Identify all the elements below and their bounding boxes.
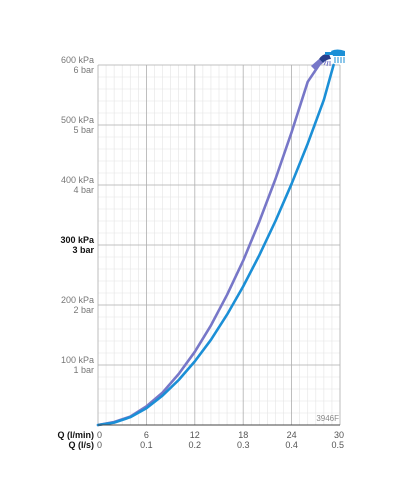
y-tick-label-kpa: 500 kPa bbox=[61, 115, 94, 125]
x-tick-label-lmin: 30 bbox=[334, 430, 344, 440]
x-tick-label-lmin: 24 bbox=[287, 430, 297, 440]
x-tick-label-ls: 0.2 bbox=[189, 440, 202, 450]
x-tick-label-ls: 0 bbox=[97, 440, 102, 450]
x-tick-label-lmin: 6 bbox=[144, 430, 149, 440]
x-tick-label-lmin: 18 bbox=[238, 430, 248, 440]
head-shower-icon bbox=[325, 49, 345, 63]
y-tick-label-bar: 6 bar bbox=[73, 65, 94, 75]
series-layer bbox=[96, 63, 335, 427]
x-tick-label-ls: 0.3 bbox=[237, 440, 250, 450]
x-axis-labels: 00 60.1 120.2 180.3 240.4 300.5 bbox=[97, 430, 344, 450]
y-tick-label-bar: 1 bar bbox=[73, 365, 94, 375]
y-tick-label-bar: 3 bar bbox=[72, 245, 94, 255]
hand-shower-icon bbox=[311, 53, 331, 70]
y-tick-label-kpa: 100 kPa bbox=[61, 355, 94, 365]
y-tick-label-kpa: 600 kPa bbox=[61, 55, 94, 65]
x-tick-label-ls: 0.5 bbox=[331, 440, 344, 450]
product-code-label: 3946F bbox=[316, 414, 339, 423]
y-tick-label-bar: 2 bar bbox=[73, 305, 94, 315]
series-line-head-shower bbox=[96, 63, 335, 427]
y-tick-label-kpa: 300 kPa bbox=[60, 235, 95, 245]
x-tick-label-ls: 0.4 bbox=[285, 440, 298, 450]
x-tick-label-lmin: 0 bbox=[97, 430, 102, 440]
y-tick-label-bar: 5 bar bbox=[73, 125, 94, 135]
y-tick-label-bar: 4 bar bbox=[73, 185, 94, 195]
x-axis-name-lmin: Q (l/min) bbox=[58, 430, 95, 440]
x-axis-name-ls: Q (l/s) bbox=[68, 440, 94, 450]
y-tick-label-kpa: 200 kPa bbox=[61, 295, 94, 305]
y-tick-label-kpa: 400 kPa bbox=[61, 175, 94, 185]
x-tick-label-ls: 0.1 bbox=[140, 440, 153, 450]
x-tick-label-lmin: 12 bbox=[190, 430, 200, 440]
